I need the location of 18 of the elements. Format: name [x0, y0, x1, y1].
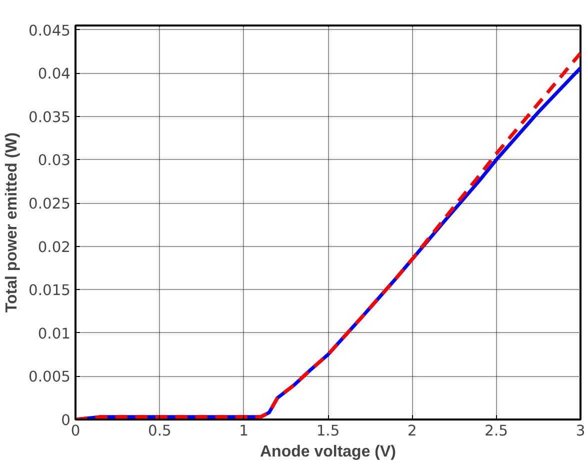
x-tick-label: 3 [576, 422, 586, 440]
y-tick-label: 0.04 [38, 66, 71, 83]
y-tick-label: 0.01 [38, 325, 71, 342]
x-tick-label: 1 [239, 422, 248, 440]
y-tick-label: 0.045 [28, 22, 71, 40]
x-tick-label: 2.5 [484, 422, 508, 440]
y-tick-label: 0.02 [38, 238, 71, 256]
x-tick-label: 1.5 [316, 422, 340, 440]
x-tick-label: 2 [408, 422, 417, 440]
x-axis-title: Anode voltage (V) [260, 444, 396, 460]
y-tick-label: 0.015 [28, 282, 71, 300]
y-tick-label: 0 [61, 412, 71, 429]
x-tick-label: 0.5 [148, 422, 172, 440]
y-axis-title: Total power emitted (W) [4, 132, 21, 313]
y-tick-label: 0.035 [28, 108, 71, 126]
y-tick-label: 0.03 [38, 152, 71, 170]
y-tick-label: 0.025 [28, 196, 71, 213]
y-tick-label: 0.005 [28, 368, 71, 386]
